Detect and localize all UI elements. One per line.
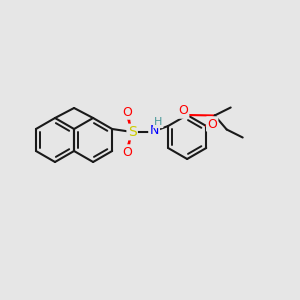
Text: N: N xyxy=(149,124,159,137)
Text: S: S xyxy=(128,125,136,139)
Text: O: O xyxy=(207,118,217,130)
Text: H: H xyxy=(154,117,162,127)
Text: O: O xyxy=(122,146,132,158)
Text: O: O xyxy=(122,106,132,118)
Text: O: O xyxy=(178,104,188,118)
